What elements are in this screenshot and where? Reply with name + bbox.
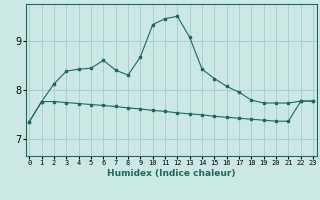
X-axis label: Humidex (Indice chaleur): Humidex (Indice chaleur) xyxy=(107,169,236,178)
